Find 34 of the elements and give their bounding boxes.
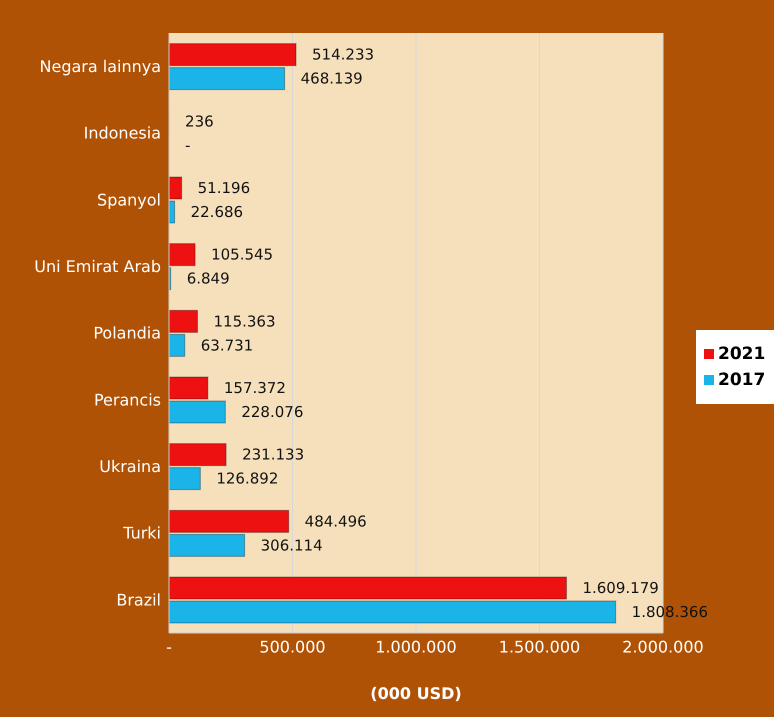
data-label: 157.372 [224,379,286,397]
x-tick-label: 500.000 [259,637,326,656]
x-tick-label: 2.000.000 [622,637,704,656]
x-tick-label: 1.500.000 [498,637,580,656]
y-tick-label: Perancis [94,390,161,410]
data-label: 105.545 [211,246,274,264]
data-label: 228.076 [241,403,304,421]
x-axis-title: (000 USD) [370,684,462,703]
data-label: - [185,136,190,154]
y-tick-label: Spanyol [97,190,161,210]
data-label: 115.363 [213,312,276,330]
y-tick-label: Uni Emirat Arab [34,257,161,276]
data-label: 6.849 [186,270,230,288]
y-tick-label: Indonesia [84,124,161,143]
data-label: 236 [185,112,214,130]
y-tick-label: Polandia [93,324,161,343]
y-tick-label: Brazil [116,590,161,610]
x-tick-label: - [166,637,172,656]
data-label: 51.196 [198,179,250,197]
y-tick-label: Ukraina [99,457,161,476]
y-tick-label: Turki [122,524,161,543]
legend-label: 2017 [718,370,766,390]
legend-label: 2021 [718,344,766,364]
data-label: 231.133 [242,446,304,464]
data-label: 126.892 [216,470,278,488]
data-label: 306.114 [260,536,323,554]
y-tick-label: Negara lainnya [40,57,161,76]
data-label: 484.496 [304,512,367,530]
data-label: 468.139 [300,70,363,88]
data-label: 1.609.179 [582,579,659,597]
data-label: 63.731 [200,336,254,354]
x-tick-label: 1.000.000 [375,637,457,656]
data-label: 514.233 [312,46,374,64]
data-label: 22.686 [190,203,244,221]
